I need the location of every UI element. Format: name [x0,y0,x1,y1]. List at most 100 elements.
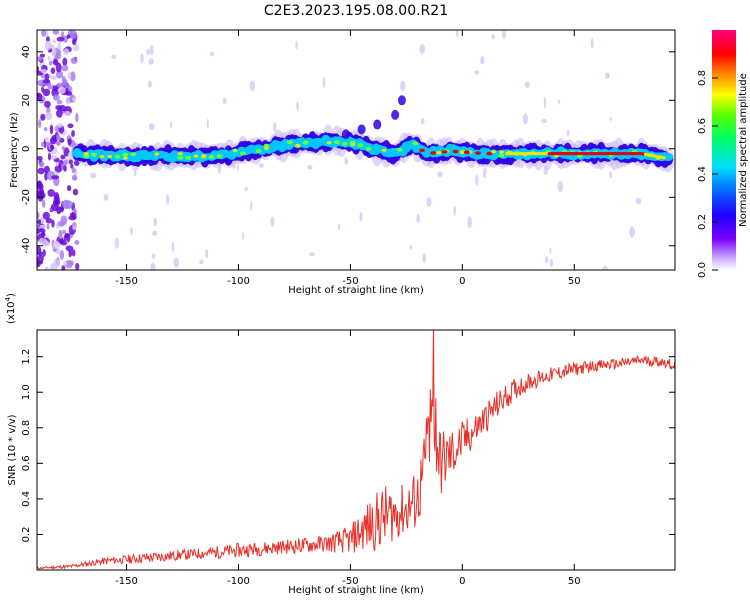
speckle [322,76,326,89]
noise-blob [41,199,46,208]
band-highlight [91,152,98,157]
noise-blob [37,65,40,75]
noise-blob [68,215,77,221]
speckle [150,262,156,270]
speckle [549,247,552,254]
noise-blob [44,136,49,143]
noise-blob [67,123,74,129]
noise-blob [37,183,44,190]
speckle [149,45,154,56]
speckle [140,53,144,64]
speckle [250,200,253,211]
noise-blob [44,73,50,81]
speckle [166,194,170,205]
noise-blob [58,229,63,240]
colorbar-tick-label: 0.6 [697,118,708,134]
band-highlight [499,150,505,154]
noise-blob [68,249,73,258]
speckle [147,80,153,88]
noise-blob [37,167,45,175]
noise-blob [52,241,61,249]
band-highlight [412,141,419,146]
noise-blob [57,41,62,50]
speckle [111,54,117,59]
noise-blob [52,199,61,205]
colorbar-label: Normalized spectral amplitude [738,73,749,227]
noise-blob [73,208,77,214]
noise-blob [37,190,44,198]
speckle [309,252,316,257]
speckle [420,117,425,125]
speckle [609,171,613,179]
speckle [337,223,340,230]
noise-blob [47,152,51,161]
noise-blob [50,262,58,270]
noise-blob [65,91,73,96]
speckle [152,230,158,236]
speckle [491,34,496,39]
speckle [259,163,264,168]
x-tick-label: -50 [342,576,358,587]
noise-blob [38,119,42,129]
snr-panel: -150 -100 -50 0 50 0.2 0.4 0.6 0.8 1.0 1.2 Height… [4,293,676,596]
speckle [359,211,363,222]
speckle [483,171,487,179]
band-highlight [208,154,215,159]
noise-blob [61,145,66,151]
y-tick-label: -40 [21,238,32,254]
band-peak [419,148,426,153]
noise-blob [43,165,51,174]
band-highlight [177,155,184,160]
y-tick-label: 0.4 [21,491,32,507]
noise-blob [63,48,70,56]
noise-blob [39,53,46,58]
speckle [422,253,427,263]
noise-blob [51,203,59,212]
speckle [295,40,298,50]
speckle [416,213,421,224]
y-tick-label: 40 [21,45,32,58]
noise-blob [55,109,63,118]
noise-blob [55,62,62,73]
noise-blob [71,130,75,138]
speckle [153,217,158,227]
noise-blob [54,52,62,60]
noise-blob [44,40,52,51]
noise-blob [73,160,80,167]
speckle [346,158,349,165]
speckle [222,97,227,105]
noise-blob [42,249,46,257]
noise-blob [41,30,46,37]
noise-blob [61,64,69,72]
band-highlight [302,140,309,145]
speckle [249,80,256,92]
band-highlight [193,154,199,158]
spectrogram-frame [36,29,676,271]
noise-blob [61,265,66,270]
speckle [133,169,137,177]
band-highlight [263,143,270,148]
noise-blob [72,96,76,102]
speckle [475,174,479,186]
snr-y-axis-label: SNR (10 * v/v) [7,414,18,485]
noise-blob [49,155,58,160]
speckle [296,101,300,111]
figure-title: C2E3.2023.195.08.00.R21 [264,3,448,19]
snr-x-ticks: -150 -100 -50 0 50 [115,330,581,587]
speckle [474,70,480,75]
noise-blob [37,155,43,161]
noise-blob [54,164,63,173]
band-peak [475,151,482,155]
noise-blob [67,138,72,146]
band-peak [441,150,448,154]
noise-blob [72,188,79,196]
noise-blob [47,55,51,61]
band-highlight [232,149,238,153]
band-highlight [83,152,89,156]
noise-blob [47,82,52,90]
speckle [557,99,561,104]
speckle [205,249,209,259]
band-highlight [177,152,183,156]
noise-blob [48,60,53,66]
speckle [273,122,277,133]
